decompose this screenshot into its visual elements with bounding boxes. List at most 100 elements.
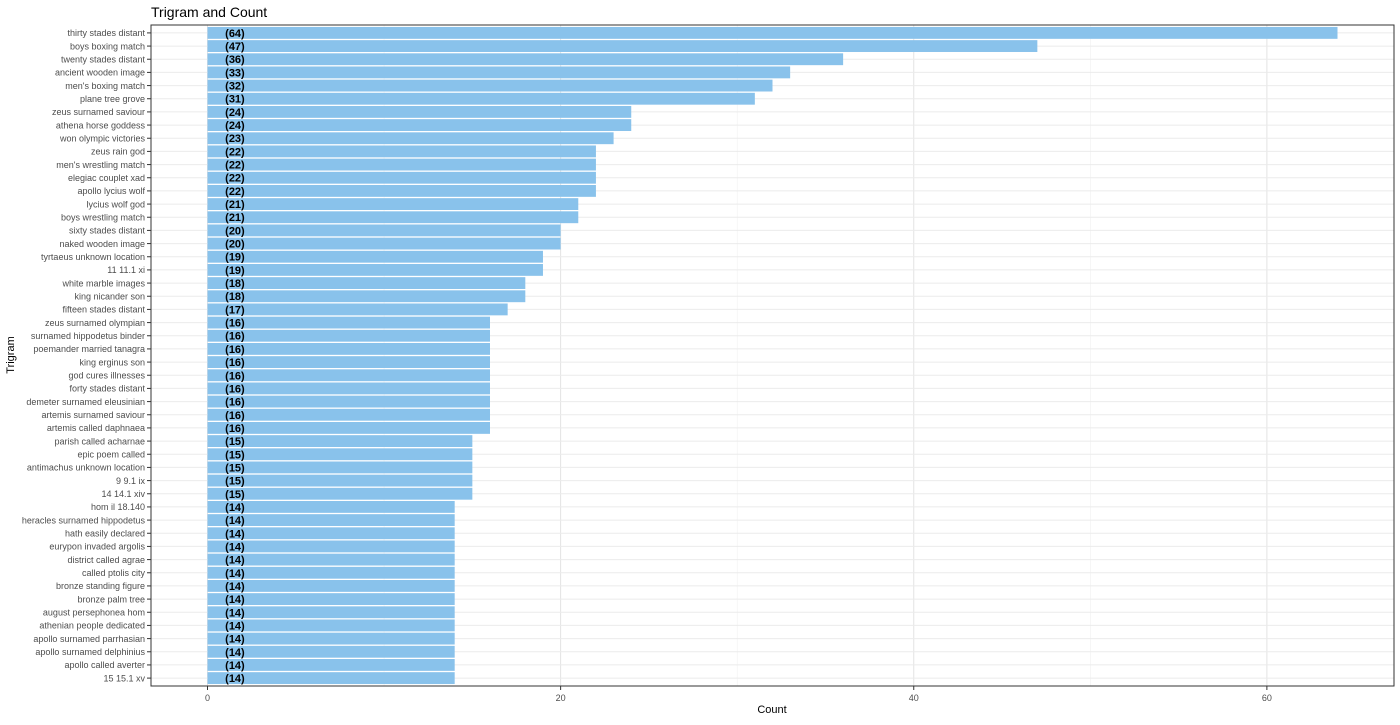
y-tick-label: god cures illnesses <box>68 370 145 380</box>
y-tick-label: heracles surnamed hippodetus <box>22 515 146 525</box>
bar <box>207 606 455 619</box>
bar-value-label: (16) <box>225 318 245 330</box>
bar <box>207 329 490 342</box>
y-tick-label: king nicander son <box>74 291 145 301</box>
bar-value-label: (15) <box>225 449 245 461</box>
bar <box>207 566 455 579</box>
y-tick-label: apollo surnamed delphinius <box>35 647 145 657</box>
y-tick-label: hath easily declared <box>65 528 145 538</box>
bar-value-label: (22) <box>225 173 245 185</box>
y-tick-label: hom il 18.140 <box>91 502 145 512</box>
y-tick-label: king erginus son <box>79 357 145 367</box>
bar-value-label: (64) <box>225 28 245 40</box>
y-tick-label: athenian people dedicated <box>39 621 145 631</box>
bar <box>207 527 455 540</box>
y-tick-label: district called agrae <box>67 555 145 565</box>
y-tick-label: parish called acharnae <box>54 436 145 446</box>
bar <box>207 540 455 553</box>
x-tick-label: 60 <box>1262 693 1272 703</box>
bar <box>207 132 614 145</box>
bar <box>207 356 490 369</box>
bar <box>207 580 455 592</box>
bar-value-label: (15) <box>225 436 245 448</box>
x-axis: 0 20 40 60 <box>205 686 1272 703</box>
y-tick-label: forty stades distant <box>69 384 145 394</box>
y-tick-label: apollo lycius wolf <box>77 186 145 196</box>
y-tick-label: 9 9.1 ix <box>116 476 146 486</box>
bar-value-label: (20) <box>225 225 245 237</box>
bar-value-label: (14) <box>225 607 245 619</box>
y-tick-label: eurypon invaded argolis <box>49 542 145 552</box>
bar <box>207 659 455 671</box>
bar-value-label: (22) <box>225 160 245 172</box>
bar-value-label: (22) <box>225 146 245 158</box>
bar-value-label: (14) <box>225 660 245 672</box>
bar-value-label: (14) <box>225 647 245 659</box>
bar <box>207 145 596 158</box>
y-tick-label: surnamed hippodetus binder <box>31 331 145 341</box>
bar <box>207 435 473 448</box>
bar <box>207 448 473 461</box>
y-tick-label: lycius wolf god <box>86 199 145 209</box>
bar <box>207 303 508 316</box>
bar-value-label: (16) <box>225 410 245 422</box>
bar <box>207 645 455 658</box>
bar-value-label: (14) <box>225 581 245 593</box>
bar-value-label: (47) <box>225 41 245 53</box>
y-tick-label: fifteen stades distant <box>62 305 145 315</box>
y-tick-label: tyrtaeus unknown location <box>41 252 145 262</box>
bar-value-label: (14) <box>225 568 245 580</box>
bar <box>207 382 490 395</box>
y-tick-label: apollo surnamed parrhasian <box>33 634 145 644</box>
bar <box>207 369 490 382</box>
plot-panel-border <box>150 24 1395 687</box>
bars-layer <box>207 26 1338 685</box>
bar-value-label: (33) <box>225 67 245 79</box>
bar <box>207 66 791 79</box>
bar-value-label: (17) <box>225 304 245 316</box>
x-tick-label: 40 <box>909 693 919 703</box>
bar-value-label: (14) <box>225 620 245 632</box>
bar-value-label: (31) <box>225 94 245 106</box>
chart-title: Trigram and Count <box>151 4 267 20</box>
bar-value-label: (14) <box>225 634 245 646</box>
y-tick-label: zeus rain god <box>91 147 145 157</box>
bar-value-label: (23) <box>225 133 245 145</box>
bar <box>207 408 490 421</box>
y-tick-label: bronze standing figure <box>56 581 145 591</box>
bar <box>207 211 579 224</box>
bar <box>207 105 632 118</box>
y-tick-label: sixty stades distant <box>69 226 146 236</box>
bar <box>207 619 455 632</box>
bar <box>207 461 473 474</box>
bar-value-label: (16) <box>225 383 245 395</box>
bar-value-label: (14) <box>225 541 245 553</box>
bar <box>207 250 543 263</box>
y-tick-label: called ptolis city <box>82 568 146 578</box>
y-tick-label: 11 11.1 xi <box>107 265 145 275</box>
bar-value-label: (19) <box>225 265 245 277</box>
y-tick-label: thirty stades distant <box>67 28 145 38</box>
bar-value-label: (24) <box>225 107 245 119</box>
y-tick-label: zeus surnamed saviour <box>52 107 145 117</box>
bar-value-label: (16) <box>225 370 245 382</box>
bar <box>207 632 455 645</box>
bar <box>207 500 455 513</box>
bar <box>207 316 490 329</box>
bar <box>207 342 490 355</box>
bar-value-label: (18) <box>225 278 245 290</box>
y-tick-label: 14 14.1 xiv <box>101 489 145 499</box>
y-tick-label: antimachus unknown location <box>27 463 145 473</box>
bar <box>207 92 755 105</box>
bar-value-label: (14) <box>225 502 245 514</box>
y-tick-label: plane tree grove <box>80 94 145 104</box>
bar-value-label: (36) <box>225 54 245 66</box>
bar-value-label: (32) <box>225 81 245 93</box>
bar <box>207 184 596 197</box>
y-tick-label: bronze palm tree <box>77 594 145 604</box>
y-tick-label: naked wooden image <box>59 239 145 249</box>
y-tick-label: artemis surnamed saviour <box>41 410 145 420</box>
bar <box>207 395 490 408</box>
